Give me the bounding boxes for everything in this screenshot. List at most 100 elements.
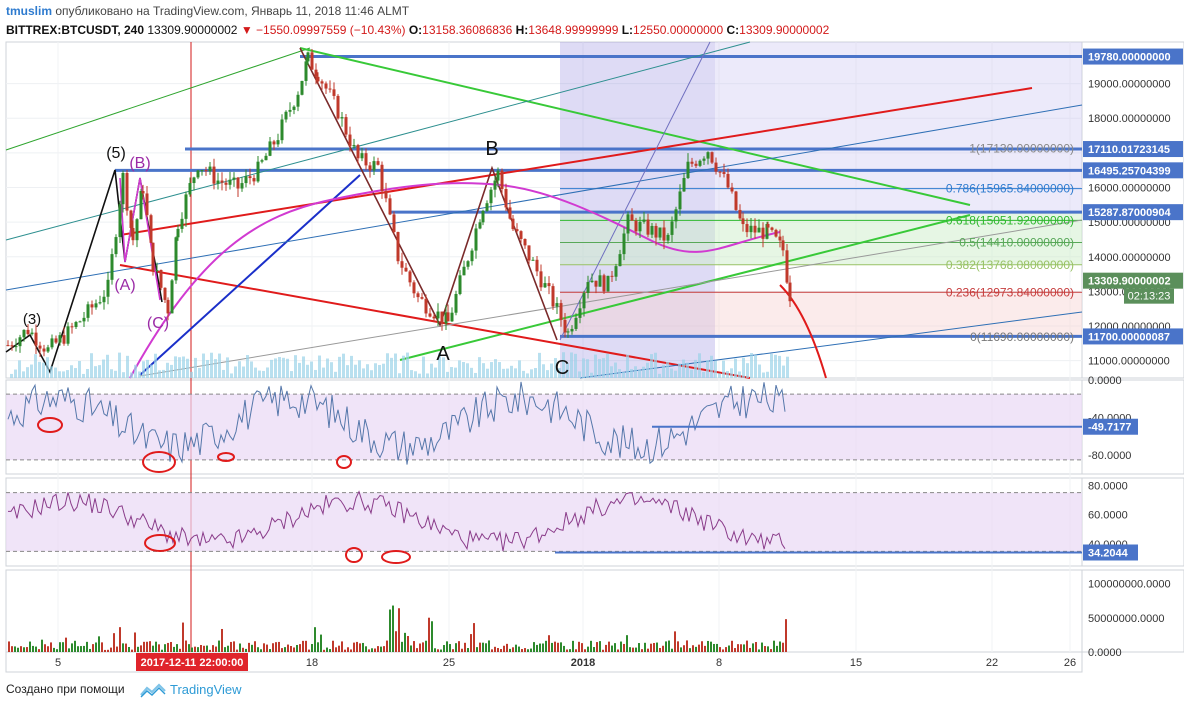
volume-bar [542, 643, 544, 652]
price-badge-label: 19780.00000000 [1088, 52, 1171, 64]
candle-body [440, 311, 444, 324]
volume-bar [527, 649, 529, 652]
price-volume-bar [334, 371, 337, 378]
candle-body [268, 141, 272, 156]
candle-body [734, 191, 738, 210]
price-badge [1083, 272, 1183, 289]
volume-bar [254, 641, 256, 652]
candle-body [145, 193, 149, 216]
trend-line [399, 214, 971, 361]
price-volume-bar [242, 366, 245, 378]
volume-bar [68, 648, 70, 652]
candle-body [761, 227, 765, 239]
candle-body [551, 286, 555, 307]
volume-bar [740, 644, 742, 652]
trend-line [5, 41, 751, 241]
volume-bar [779, 641, 781, 652]
volume-bar [626, 635, 628, 652]
volume-bar [368, 649, 370, 652]
price-volume-bar [562, 352, 565, 378]
volume-bar [143, 641, 145, 652]
candle-body [738, 209, 742, 219]
volume-bar [395, 631, 397, 652]
price-volume-bar [702, 372, 705, 378]
price-volume-bar [186, 358, 189, 378]
volume-bar [596, 642, 598, 652]
price-volume-bar [298, 362, 301, 378]
candle-body [320, 81, 324, 84]
volume-bar [587, 646, 589, 652]
volume-bar [164, 644, 166, 652]
candle-body [578, 308, 582, 318]
volume-bar [425, 640, 427, 652]
candle-body [256, 161, 260, 182]
volume-bar [521, 649, 523, 652]
fib-level-label: 1(17130.00000000) [969, 141, 1074, 155]
volume-bar [674, 631, 676, 652]
price-volume-bar [722, 360, 725, 378]
candle-body [400, 261, 404, 268]
volume-bar [773, 640, 775, 652]
wave-label: (B) [129, 155, 150, 172]
volume-bar [194, 646, 196, 652]
candle-body [304, 61, 308, 81]
candle-body [614, 266, 618, 277]
price-volume-bar [734, 358, 737, 378]
candle-body [388, 198, 392, 215]
price-volume-bar [642, 366, 645, 378]
high-label: H: [515, 23, 529, 37]
candle-body [420, 297, 424, 299]
candle-body [380, 164, 384, 191]
price-volume-bar [590, 372, 593, 378]
volume-bar [347, 647, 349, 652]
volume-bar [500, 649, 502, 652]
open-value: 13158.36086836 [422, 23, 513, 37]
candle-body [674, 209, 678, 222]
price-tick-label: 11000.00000000 [1088, 356, 1170, 368]
osc2-value-label: 34.2044 [1088, 548, 1129, 560]
candle-body [702, 158, 706, 161]
volume-bar [32, 645, 34, 652]
volume-bar [398, 608, 400, 652]
price-volume-bar [378, 364, 381, 378]
volume-bar [686, 640, 688, 652]
author-link[interactable]: tmuslim [6, 4, 53, 18]
candle-body [86, 304, 90, 318]
price-volume-bar [90, 353, 93, 378]
volume-bar [260, 649, 262, 652]
candle-body [376, 161, 380, 165]
low-label: L: [621, 23, 634, 37]
price-volume-bar [710, 355, 713, 378]
volume-bar [497, 648, 499, 652]
volume-bar [470, 634, 472, 652]
symbol-name[interactable]: BITTREX:BTCUSDT, 240 [6, 23, 145, 37]
price-volume-bar [666, 362, 669, 378]
price-volume-bar [182, 356, 185, 378]
candle-body [416, 293, 420, 298]
annotation-labels: 1(17130.00000000) 0.786(15965.84000000) 0.… [23, 138, 1074, 379]
price-volume-bar [234, 366, 237, 378]
volume-bar [719, 647, 721, 652]
volume-bar [725, 647, 727, 652]
tradingview-brand-link[interactable]: TradingView [170, 682, 242, 697]
price-volume-bar [126, 355, 129, 378]
price-volume-bar [550, 363, 553, 378]
volume-bar [338, 645, 340, 652]
price-volume-bar [478, 357, 481, 378]
price-volume-bar [106, 354, 109, 378]
volume-bar [479, 642, 481, 652]
candle-body [662, 227, 666, 241]
candle-body [372, 161, 376, 171]
volume-bar [767, 646, 769, 652]
price-volume-bar [738, 371, 741, 378]
candle-body [224, 182, 228, 185]
volume-bar [476, 647, 478, 652]
candle-body [602, 275, 606, 292]
volume-bar [560, 642, 562, 652]
volume-bar [332, 640, 334, 652]
price-volume-bar [634, 366, 637, 378]
tradingview-logo-icon[interactable] [140, 682, 166, 698]
candle-body [62, 335, 66, 344]
candle-body [446, 312, 450, 322]
